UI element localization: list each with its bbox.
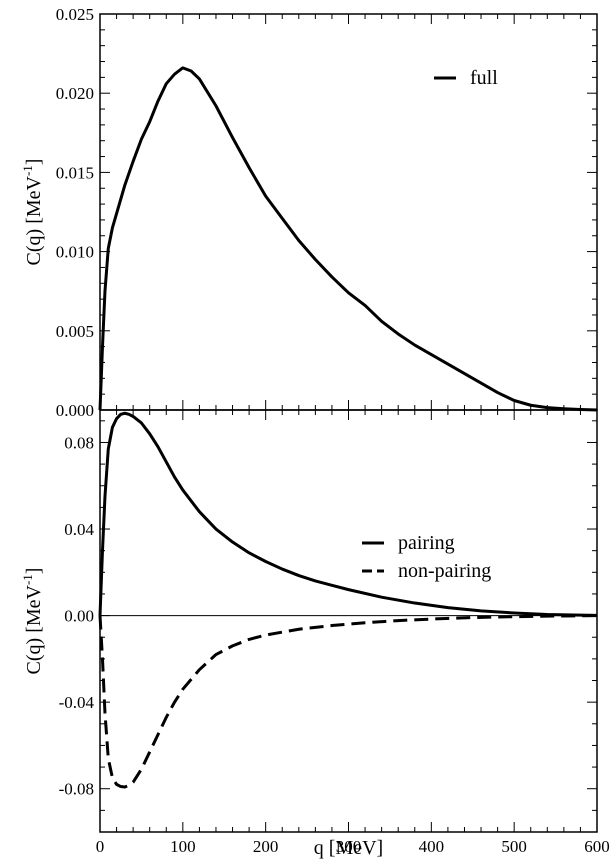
series-line-full xyxy=(98,66,598,412)
y-tick-label: 0.015 xyxy=(56,163,94,182)
y-tick-label: -0.04 xyxy=(59,693,95,712)
x-tick-label: 100 xyxy=(170,837,196,856)
series-line-non-pairing xyxy=(98,614,598,789)
x-tick-label: 200 xyxy=(253,837,279,856)
x-tick-label: 500 xyxy=(501,837,527,856)
legend-label: pairing xyxy=(398,532,455,554)
x-axis-label: q [MeV] xyxy=(314,837,383,859)
x-tick-label: 0 xyxy=(96,837,105,856)
y-tick-label: 0.00 xyxy=(64,607,94,626)
plot-frame xyxy=(99,409,598,833)
y-tick-label: -0.08 xyxy=(59,780,94,799)
y-axis-label: C(q) [MeV-1] xyxy=(20,568,45,675)
y-tick-label: 0.08 xyxy=(64,433,94,452)
y-axis-label: C(q) [MeV-1] xyxy=(20,159,45,266)
series-line-pairing xyxy=(98,411,598,617)
x-tick-label: 400 xyxy=(419,837,445,856)
y-tick-label: 0.020 xyxy=(56,84,94,103)
x-tick-label: 300 xyxy=(336,837,362,856)
y-tick-label: 0.005 xyxy=(56,322,94,341)
y-tick-label: 0.000 xyxy=(56,401,94,420)
legend-label: non-pairing xyxy=(398,560,491,582)
legend-label: full xyxy=(470,67,498,89)
y-tick-label: 0.025 xyxy=(56,5,94,24)
y-tick-label: 0.04 xyxy=(64,520,94,539)
panel-top: 0.000 0.005 0.010 0.015 0.020 0.025 C(q) [MeV-… xyxy=(20,5,598,420)
panel-bottom: -0.08 -0.04 0.00 0.04 0.08 0 100 200 300 400 500 60… xyxy=(20,409,610,859)
y-tick-label: 0.010 xyxy=(56,243,94,262)
x-tick-label: 600 xyxy=(584,837,610,856)
